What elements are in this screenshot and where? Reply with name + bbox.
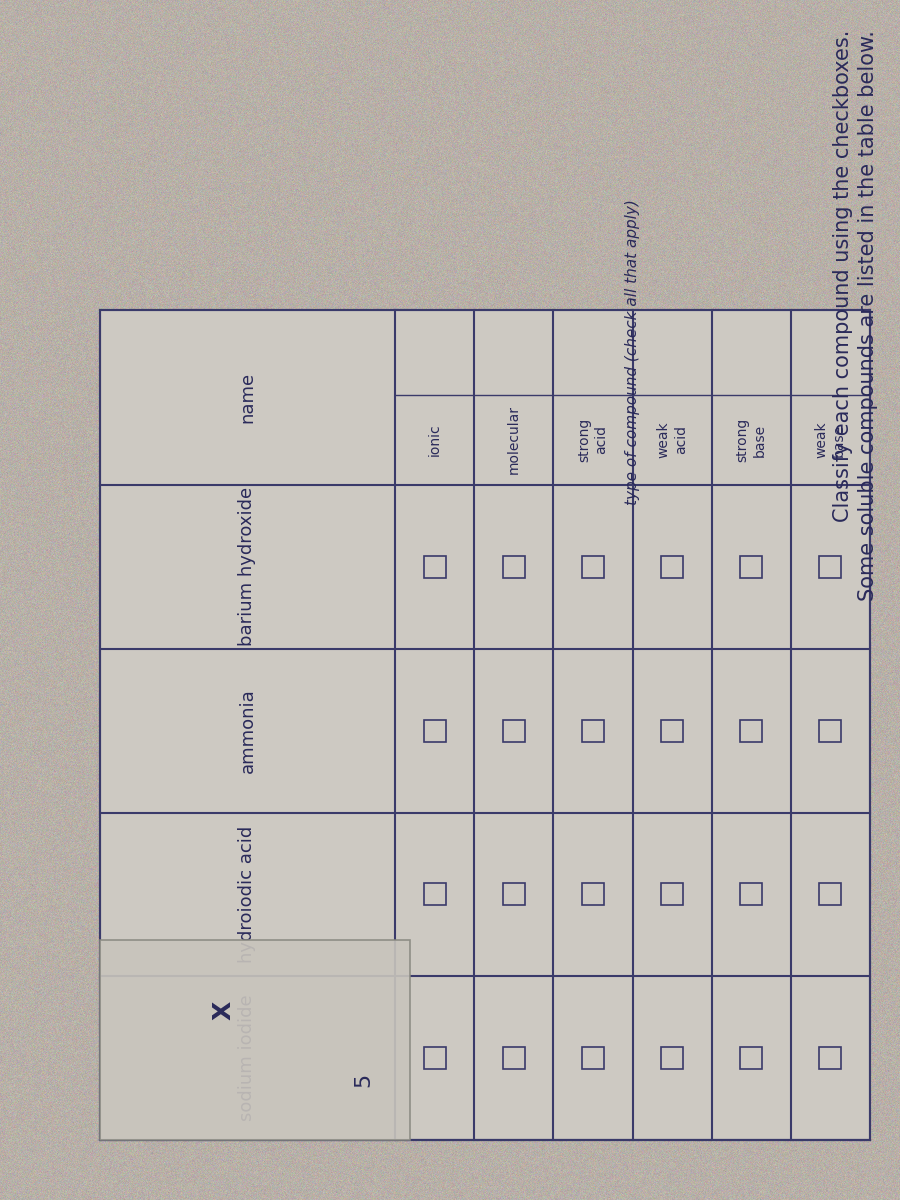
Text: strong
acid: strong acid: [577, 418, 608, 462]
Bar: [503, 883, 525, 905]
Text: hydroiodic acid: hydroiodic acid: [238, 826, 256, 962]
Text: weak
acid: weak acid: [656, 421, 688, 458]
Bar: [582, 720, 604, 742]
Bar: [582, 556, 604, 578]
Bar: [819, 556, 842, 578]
Bar: [100, 940, 410, 1140]
Bar: [741, 720, 762, 742]
Bar: [662, 720, 683, 742]
Bar: [100, 310, 870, 1140]
Bar: [819, 1048, 842, 1069]
Text: ionic: ionic: [428, 424, 442, 456]
Text: weak
base: weak base: [814, 421, 846, 458]
Bar: [582, 883, 604, 905]
Bar: [424, 883, 446, 905]
Bar: [503, 720, 525, 742]
Bar: [424, 720, 446, 742]
Text: 5: 5: [354, 1073, 373, 1087]
Text: name: name: [238, 372, 256, 424]
Bar: [662, 556, 683, 578]
Bar: [662, 1048, 683, 1069]
Text: Classify each compound using the checkboxes.: Classify each compound using the checkbo…: [833, 30, 853, 522]
Bar: [424, 1048, 446, 1069]
Text: strong
base: strong base: [735, 418, 767, 462]
Text: X: X: [212, 1001, 236, 1020]
Text: type of compound (check all that apply): type of compound (check all that apply): [625, 199, 640, 505]
Bar: [819, 883, 842, 905]
Bar: [582, 1048, 604, 1069]
Bar: [741, 556, 762, 578]
Bar: [424, 556, 446, 578]
Text: ammonia: ammonia: [238, 689, 256, 773]
Bar: [503, 556, 525, 578]
Text: barium hydroxide: barium hydroxide: [238, 487, 256, 647]
Bar: [741, 1048, 762, 1069]
Bar: [503, 1048, 525, 1069]
Text: molecular: molecular: [507, 406, 521, 474]
Text: sodium iodide: sodium iodide: [238, 995, 256, 1122]
Bar: [741, 883, 762, 905]
Text: Some soluble compounds are listed in the table below.: Some soluble compounds are listed in the…: [858, 30, 878, 601]
Bar: [819, 720, 842, 742]
Bar: [662, 883, 683, 905]
